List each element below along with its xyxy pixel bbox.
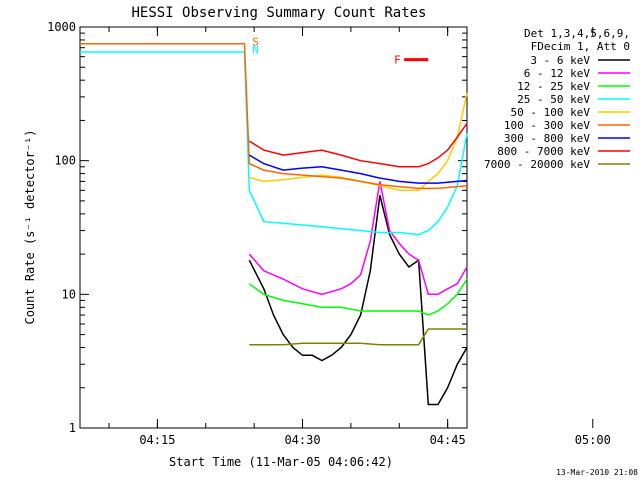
y-tick-label: 10 bbox=[62, 287, 76, 301]
plot-frame bbox=[79, 26, 468, 429]
legend-header-line-2: FDecim 1, Att 0 bbox=[531, 40, 630, 53]
x-tick-label: 04:30 bbox=[284, 433, 320, 447]
plot-layer: 110100100004:1504:3004:4505:0005:1505:30… bbox=[47, 20, 630, 447]
x-tick-label: 04:45 bbox=[430, 433, 466, 447]
series-line-100-300-kev bbox=[80, 42, 468, 190]
legend-label: 7000 - 20000 keV bbox=[484, 158, 590, 171]
legend-label: 6 - 12 keV bbox=[524, 67, 591, 80]
legend-label: 3 - 6 keV bbox=[530, 54, 590, 67]
series-line-25-50-kev bbox=[80, 51, 468, 236]
y-axis-label: Count Rate (s⁻¹ detector⁻¹) bbox=[23, 129, 37, 324]
x-tick-label: 04:15 bbox=[139, 433, 175, 447]
x-axis-label: Start Time (11-Mar-05 04:06:42) bbox=[169, 455, 393, 469]
chart-title: HESSI Observing Summary Count Rates bbox=[131, 5, 426, 21]
y-tick-label: 1000 bbox=[47, 20, 76, 34]
flag-label: S bbox=[252, 35, 259, 48]
timestamp: 13-Mar-2010 21:08 bbox=[556, 468, 638, 477]
series-line-800-7000-kev bbox=[248, 122, 468, 168]
legend-label: 12 - 25 keV bbox=[517, 80, 590, 93]
legend-label: 25 - 50 keV bbox=[517, 93, 590, 106]
flag-label: N bbox=[252, 43, 259, 56]
legend-label: 300 - 800 keV bbox=[504, 132, 590, 145]
series-line-50-100-kev bbox=[249, 92, 468, 192]
y-tick-label: 1 bbox=[69, 421, 76, 435]
legend-label: 800 - 7000 keV bbox=[497, 145, 590, 158]
y-tick-label: 100 bbox=[54, 154, 76, 168]
flag-label: F bbox=[394, 54, 401, 67]
series-line-3-6-kev bbox=[248, 195, 468, 406]
series-line-6-12-kev bbox=[248, 181, 468, 296]
series-line-12-25-kev bbox=[248, 278, 468, 316]
legend-label: 100 - 300 keV bbox=[504, 119, 590, 132]
series-line-7000-20000-kev bbox=[249, 328, 467, 346]
series-line-300-800-kev bbox=[248, 154, 468, 184]
legend-label: 50 - 100 keV bbox=[511, 106, 591, 119]
legend-header-line-1: Det 1,3,4,5,6,9, bbox=[524, 27, 630, 40]
x-tick-label: 05:00 bbox=[575, 433, 611, 447]
